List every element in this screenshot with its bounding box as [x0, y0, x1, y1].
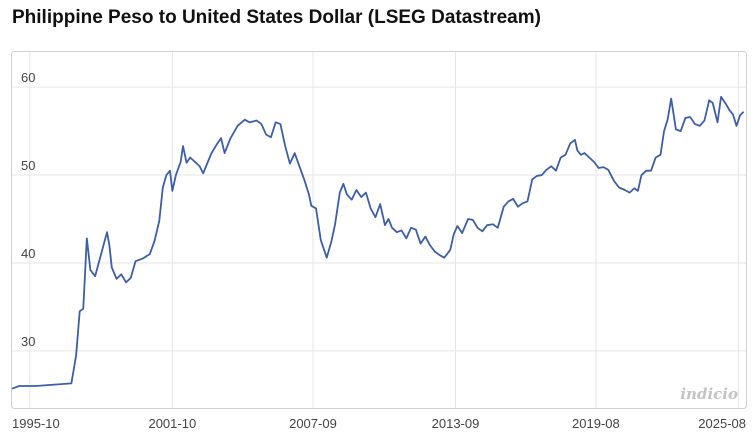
x-tick-label: 2019-08	[572, 416, 620, 431]
chart-title: Philippine Peso to United States Dollar …	[12, 7, 541, 28]
y-tick-label: 60	[21, 70, 35, 85]
x-axis: 1995-10 2001-10 2007-09 2013-09 2019-08 2025-…	[12, 416, 746, 431]
grid-layer	[12, 52, 746, 408]
series-layer	[11, 95, 745, 390]
y-tick-label: 40	[21, 246, 35, 261]
x-tick-label: 1995-10	[12, 416, 60, 431]
x-tick-label: 2025-08	[698, 416, 746, 431]
x-tick-label: 2001-10	[148, 416, 196, 431]
y-tick-label: 50	[21, 158, 35, 173]
x-tick-label: 2007-09	[289, 416, 337, 431]
y-tick-label: 30	[21, 334, 35, 349]
x-tick-label: 2013-09	[432, 416, 480, 431]
series-line-php-usd	[11, 95, 745, 390]
plot-frame	[11, 51, 747, 409]
watermark-logo: indicio	[680, 385, 738, 403]
y-axis: 30 40 50 60	[21, 70, 35, 349]
